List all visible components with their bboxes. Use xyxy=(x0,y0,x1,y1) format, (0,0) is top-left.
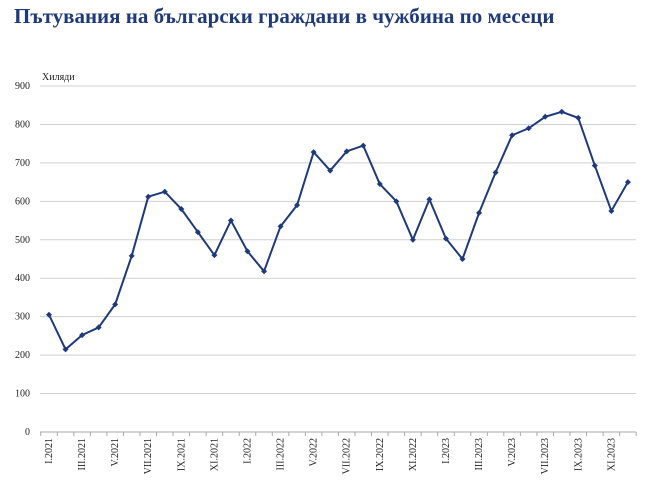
x-tick-label: V.2022 xyxy=(309,438,320,466)
x-tick-label: XI.2023 xyxy=(606,438,617,471)
data-point xyxy=(62,346,69,353)
y-axis-label: Хиляди xyxy=(42,72,75,83)
y-tick-label: 0 xyxy=(25,427,30,438)
data-point xyxy=(128,252,135,259)
data-point xyxy=(591,162,598,169)
data-point xyxy=(46,311,52,318)
y-tick-label: 700 xyxy=(15,158,30,169)
data-point xyxy=(426,196,433,203)
data-point xyxy=(442,235,449,242)
data-point xyxy=(244,248,251,255)
data-point xyxy=(476,209,483,216)
x-tick-label: V.2023 xyxy=(507,438,518,466)
y-tick-label: 400 xyxy=(15,273,30,284)
x-tick-label: III.2021 xyxy=(77,438,88,471)
x-tick-label: VII.2022 xyxy=(342,438,353,474)
data-point xyxy=(525,125,532,132)
chart-title: Пътувания на български граждани в чужбин… xyxy=(14,4,555,28)
data-point xyxy=(343,148,350,155)
data-point xyxy=(211,252,218,259)
data-point xyxy=(409,236,416,243)
y-tick-label: 600 xyxy=(15,196,30,207)
data-point xyxy=(294,202,301,209)
data-point xyxy=(194,229,201,236)
data-point xyxy=(277,223,284,230)
data-point xyxy=(624,179,631,186)
y-tick-label: 900 xyxy=(15,81,30,92)
x-tick-label: XI.2022 xyxy=(408,438,419,471)
series-line xyxy=(48,110,629,351)
data-point xyxy=(393,198,400,205)
x-tick-label: IX.2023 xyxy=(573,438,584,471)
x-tick-label: V.2021 xyxy=(110,438,121,466)
data-point xyxy=(227,217,234,224)
y-tick-label: 800 xyxy=(15,119,30,130)
x-tick-label: I.2021 xyxy=(44,438,55,464)
data-point xyxy=(608,207,615,214)
x-tick-label: VII.2021 xyxy=(143,438,154,474)
x-tick-label: III.2022 xyxy=(276,438,287,471)
x-tick-label: XI.2021 xyxy=(209,438,220,471)
x-tick-label: IX.2021 xyxy=(176,438,187,471)
y-tick-label: 300 xyxy=(15,312,30,323)
x-tick-label: IX.2022 xyxy=(375,438,386,471)
data-point xyxy=(509,132,516,139)
data-point xyxy=(459,256,466,262)
data-point xyxy=(79,332,86,339)
y-tick-label: 500 xyxy=(15,235,30,246)
data-point xyxy=(145,193,152,200)
data-point xyxy=(542,113,549,120)
data-point xyxy=(492,169,499,176)
y-tick-label: 100 xyxy=(15,389,30,400)
data-point xyxy=(310,149,317,156)
y-tick-label: 200 xyxy=(15,350,30,361)
data-point xyxy=(261,268,268,275)
data-point xyxy=(161,188,168,195)
data-point xyxy=(376,181,383,188)
data-point xyxy=(327,167,334,174)
data-point xyxy=(178,206,185,213)
data-point xyxy=(575,114,582,121)
data-point xyxy=(558,108,565,115)
x-tick-label: I.2022 xyxy=(242,438,253,464)
x-tick-label: I.2023 xyxy=(441,438,452,464)
data-point xyxy=(360,142,367,149)
x-tick-label: III.2023 xyxy=(474,438,485,471)
x-tick-label: VII.2023 xyxy=(540,438,551,474)
data-point xyxy=(95,324,102,331)
data-point xyxy=(112,301,119,308)
